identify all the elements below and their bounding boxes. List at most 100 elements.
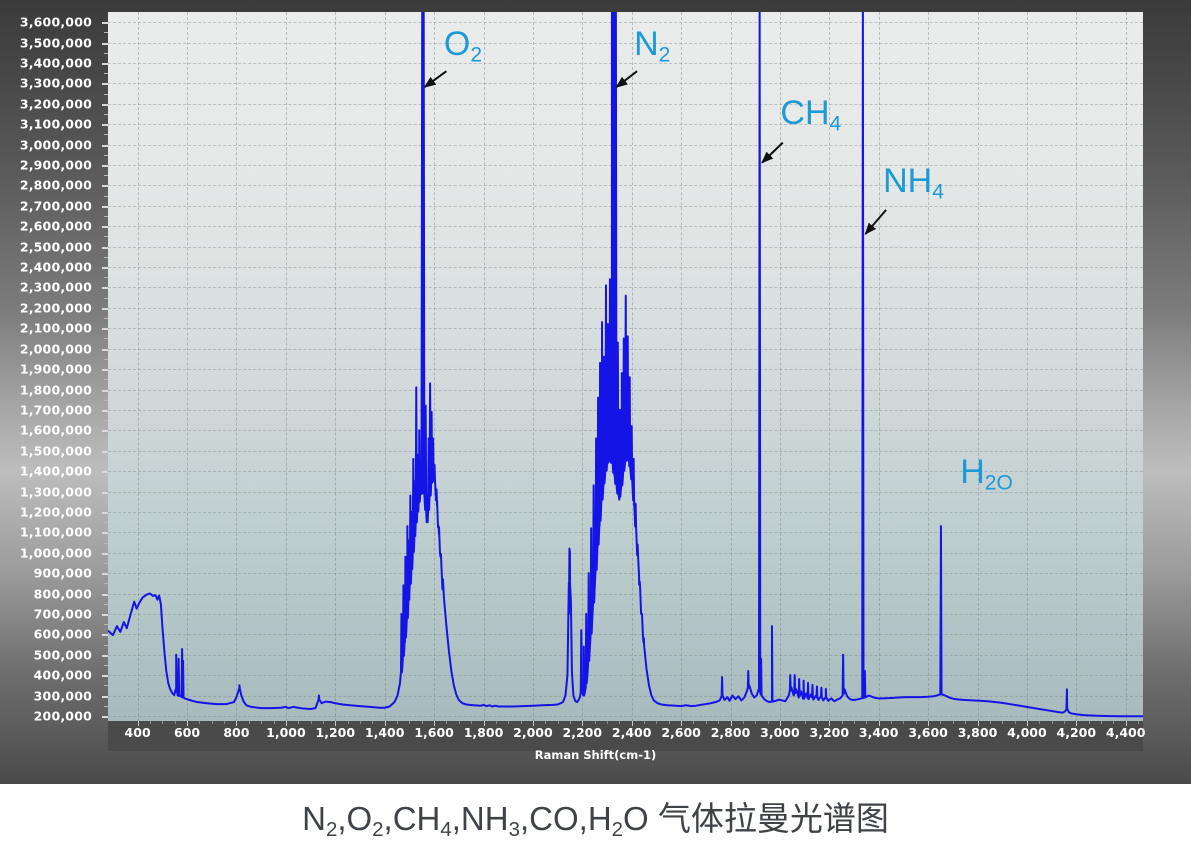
x-axis-minor-tick bbox=[310, 721, 312, 724]
gridline-vertical bbox=[532, 12, 534, 721]
x-axis-minor-tick bbox=[446, 721, 448, 724]
x-axis-minor-tick bbox=[1088, 721, 1090, 724]
x-axis-tick-label: 3,000 bbox=[760, 725, 800, 740]
y-axis-tick-label: 1,200,000 bbox=[19, 504, 92, 520]
y-axis-minor-tick bbox=[104, 297, 108, 299]
y-axis-minor-tick bbox=[104, 624, 108, 626]
x-axis-tick-label: 4,000 bbox=[1007, 725, 1047, 740]
gridline-horizontal bbox=[108, 695, 1143, 697]
x-axis-minor-tick bbox=[458, 721, 460, 724]
gridline-vertical bbox=[779, 12, 781, 721]
x-axis-tick-mark bbox=[384, 721, 386, 726]
x-axis-minor-tick bbox=[199, 721, 201, 724]
x-axis-tick-label: 2,400 bbox=[611, 725, 652, 740]
y-axis-minor-tick bbox=[104, 358, 108, 360]
y-axis-tick-mark bbox=[102, 22, 108, 25]
gridline-horizontal bbox=[108, 103, 1143, 105]
x-axis-tick-label: 3,200 bbox=[809, 725, 850, 740]
y-axis-minor-tick bbox=[104, 501, 108, 503]
y-axis-tick-mark bbox=[102, 409, 108, 412]
x-axis-minor-tick bbox=[248, 721, 250, 724]
spectrum-trace bbox=[108, 12, 1143, 721]
x-axis-tick-label: 1,800 bbox=[463, 725, 504, 740]
y-axis-tick-mark bbox=[102, 532, 108, 535]
gridline-horizontal bbox=[108, 573, 1143, 575]
y-axis-tick-mark bbox=[102, 205, 108, 208]
x-axis-minor-tick bbox=[940, 721, 942, 724]
x-axis-minor-tick bbox=[1051, 721, 1053, 724]
y-axis-minor-tick bbox=[104, 481, 108, 483]
y-axis-minor-tick bbox=[104, 420, 108, 422]
y-axis-tick-mark bbox=[102, 593, 108, 596]
x-axis-minor-tick bbox=[668, 721, 670, 724]
x-axis-minor-tick bbox=[866, 721, 868, 724]
peak-label-nh4: NH4 bbox=[883, 161, 944, 204]
y-axis-tick-mark bbox=[102, 552, 108, 555]
x-axis-tick-label: 2,600 bbox=[661, 725, 701, 740]
y-axis-tick-label: 1,800,000 bbox=[19, 382, 92, 397]
x-axis-minor-tick bbox=[471, 721, 473, 724]
x-axis-tick-mark bbox=[187, 721, 188, 726]
x-axis-tick-label: 400 bbox=[124, 725, 151, 740]
y-axis-minor-tick bbox=[104, 583, 108, 585]
y-axis-minor-tick bbox=[104, 52, 108, 54]
x-axis-tick-mark bbox=[829, 721, 831, 726]
x-axis-label: Raman Shift(cm-1) bbox=[534, 748, 657, 762]
x-axis-tick-mark bbox=[483, 721, 485, 726]
x-axis-minor-tick bbox=[1002, 721, 1004, 724]
gridline-vertical bbox=[977, 12, 979, 721]
x-axis-tick-mark bbox=[434, 721, 436, 726]
x-axis-tick-mark bbox=[1125, 721, 1127, 726]
gridline-vertical bbox=[285, 12, 287, 721]
gridline-horizontal bbox=[108, 715, 1143, 717]
x-axis-minor-tick bbox=[1014, 721, 1016, 724]
gridline-vertical bbox=[483, 12, 485, 721]
y-axis-tick-label: 1,700,000 bbox=[19, 402, 92, 418]
x-axis-minor-tick bbox=[767, 721, 769, 724]
x-axis-minor-tick bbox=[273, 721, 275, 724]
y-axis-tick-mark bbox=[102, 491, 108, 494]
y-axis-tick-mark bbox=[102, 185, 108, 188]
x-axis-minor-tick bbox=[742, 721, 744, 724]
x-axis-minor-tick bbox=[569, 721, 571, 724]
y-axis-tick-label: 1,600,000 bbox=[19, 422, 92, 438]
y-axis-minor-tick bbox=[104, 73, 108, 75]
gridline-horizontal bbox=[108, 593, 1143, 595]
x-axis-minor-tick bbox=[1064, 721, 1065, 724]
gridline-horizontal bbox=[108, 267, 1143, 268]
y-axis-tick-label: 2,000,000 bbox=[19, 341, 92, 357]
y-axis-tick-mark bbox=[102, 715, 108, 718]
x-axis-tick-label: 4,400 bbox=[1105, 725, 1146, 740]
gridline-horizontal bbox=[108, 511, 1143, 513]
y-axis-tick-mark bbox=[102, 267, 108, 269]
x-axis-minor-tick bbox=[1113, 721, 1115, 724]
x-axis-tick-mark bbox=[532, 721, 534, 726]
gridline-horizontal bbox=[108, 287, 1143, 289]
y-axis-minor-tick bbox=[104, 399, 108, 401]
y-axis-minor-tick bbox=[104, 318, 108, 319]
x-axis-minor-tick bbox=[520, 721, 522, 724]
x-axis-tick-label: 1,600 bbox=[414, 725, 454, 740]
y-axis-tick-mark bbox=[102, 613, 108, 616]
x-axis-minor-tick bbox=[508, 721, 510, 724]
x-axis-tick-label: 2,000 bbox=[513, 725, 553, 740]
gridline-vertical bbox=[1125, 12, 1127, 721]
gridline-vertical bbox=[1076, 12, 1078, 721]
gridline-horizontal bbox=[108, 675, 1143, 677]
x-axis-tick-label: 1,400 bbox=[364, 725, 405, 740]
x-axis-minor-tick bbox=[607, 721, 608, 724]
x-axis-minor-tick bbox=[557, 721, 559, 724]
y-axis-tick-label: 700,000 bbox=[33, 606, 92, 622]
x-axis-minor-tick bbox=[644, 721, 645, 724]
spectrum-line bbox=[108, 12, 1143, 716]
y-axis-tick-label: 1,300,000 bbox=[19, 484, 92, 499]
gridline-vertical bbox=[384, 12, 386, 721]
y-axis-tick-label: 2,300,000 bbox=[19, 279, 92, 295]
y-axis-tick-mark bbox=[102, 287, 108, 290]
y-axis-tick-label: 1,500,000 bbox=[19, 443, 92, 459]
y-axis-minor-tick bbox=[104, 195, 108, 197]
y-axis-minor-tick bbox=[104, 379, 108, 381]
x-axis-tick-mark bbox=[977, 721, 979, 726]
x-axis-tick-label: 600 bbox=[173, 725, 201, 740]
